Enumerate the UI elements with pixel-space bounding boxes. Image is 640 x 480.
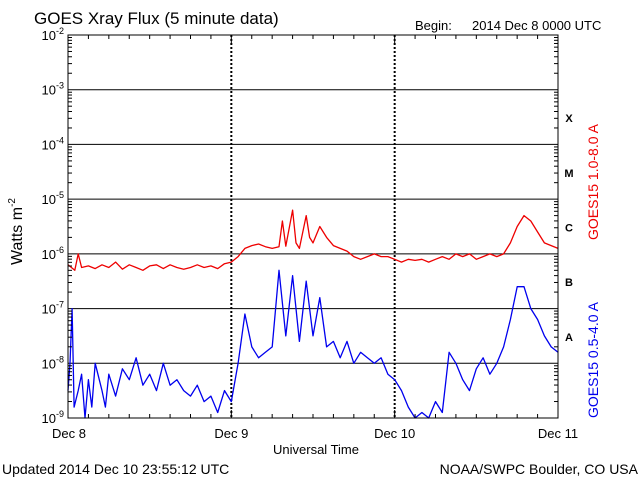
flare-class-m: M [564,168,573,180]
y-tick-base: 10 [42,356,56,371]
x-tick-label: Dec 11 [538,426,578,441]
y-tick-exponent: -2 [56,26,64,36]
y-tick-base: 10 [42,28,56,43]
flare-class-a: A [565,332,573,344]
y-tick-label: 10-5 [42,190,64,207]
y-axis-label: Watts m-2 [7,198,26,265]
y-tick-exponent: -4 [56,135,64,145]
legend-series-long: GOES15 1.0-8.0 A [585,123,601,240]
begin-value: 2014 Dec 8 0000 UTC [472,18,601,33]
flare-class-b: B [565,277,573,289]
y-tick-exponent: -5 [56,190,64,200]
y-tick-base: 10 [42,247,56,262]
y-tick-label: 10-8 [42,354,64,371]
chart-title: GOES Xray Flux (5 minute data) [34,9,279,28]
y-tick-label: 10-7 [42,300,64,317]
x-axis-label: Universal Time [273,442,359,457]
footer-source: NOAA/SWPC Boulder, CO USA [440,461,639,477]
y-tick-base: 10 [42,137,56,152]
plot-frame [67,34,559,419]
y-tick-base: 10 [42,83,56,98]
flare-class-x: X [565,113,573,125]
footer-updated: Updated 2014 Dec 10 23:55:12 UTC [2,461,229,477]
y-tick-label: 10-3 [42,81,64,98]
y-tick-base: 10 [42,192,56,207]
y-tick-exponent: -3 [56,81,64,91]
y-axis-label-base: Watts m [9,207,26,265]
y-tick-exponent: -8 [56,354,64,364]
y-tick-base: 10 [42,411,56,426]
y-tick-exponent: -9 [56,409,64,419]
y-tick-label: 10-4 [42,135,64,152]
y-tick-exponent: -6 [56,245,64,255]
series-line-1 [67,269,559,419]
y-tick-base: 10 [42,302,56,317]
y-axis-label-exponent: -2 [7,198,18,207]
series-layer [67,209,559,419]
x-tick-label: Dec 9 [214,426,248,441]
x-tick-labels: Dec 8 Dec 9 Dec 10 Dec 11 [52,426,578,441]
x-tick-label: Dec 10 [374,426,415,441]
y-tick-exponent: -7 [56,300,64,310]
frame-layer [67,34,559,419]
y-tick-label: 10-2 [42,26,64,43]
x-tick-label: Dec 8 [52,426,86,441]
series-line-0 [67,209,559,271]
y-tick-label: 10-9 [42,409,64,426]
legend-series-short: GOES15 0.5-4.0 A [585,301,601,418]
y-tick-labels: 10-910-810-710-610-510-410-310-2 [42,26,64,426]
begin-label: Begin: [415,18,452,33]
y-tick-label: 10-6 [42,245,64,262]
flare-class-c: C [565,223,573,235]
grid-layer [68,34,558,419]
flare-class-labels: X M C B A [564,113,573,344]
